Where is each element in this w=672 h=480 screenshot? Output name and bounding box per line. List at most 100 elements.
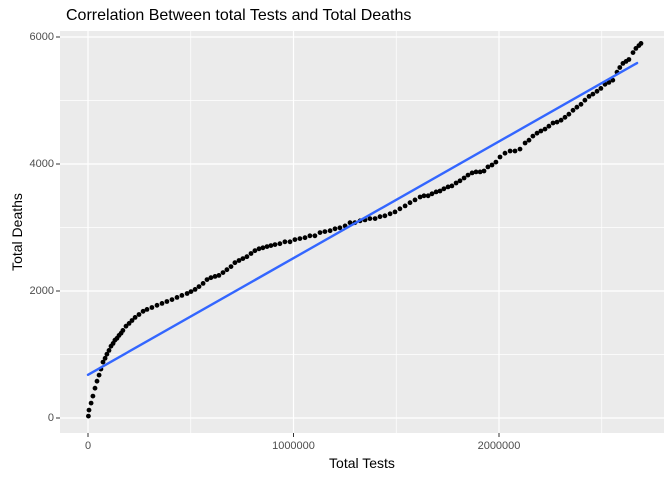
scatter-point [272, 242, 278, 248]
scatter-point [192, 287, 198, 292]
scatter-point [457, 178, 463, 184]
scatter-point [240, 256, 246, 261]
scatter-point [638, 41, 644, 46]
scatter-point [188, 289, 194, 294]
scatter-point [347, 220, 353, 226]
scatter-point [287, 239, 293, 245]
scatter-point [570, 107, 576, 113]
scatter-point [382, 213, 388, 219]
scatter-point [154, 302, 160, 308]
scatter-point [412, 197, 418, 203]
scatter-point [136, 312, 142, 317]
scatter-point [586, 94, 592, 99]
scatter-point [106, 348, 112, 353]
scatter-point [582, 97, 588, 103]
scatter-point [481, 168, 487, 174]
scatter-point [88, 400, 94, 406]
scatter-point [402, 203, 408, 209]
scatter-point [216, 273, 222, 278]
scatter-point [337, 225, 343, 231]
scatter-point [473, 169, 479, 175]
y-tick-label: 0 [47, 412, 54, 424]
scatter-point [489, 162, 495, 168]
scatter-point [477, 169, 483, 175]
scatter-point [204, 277, 210, 282]
scatter-point [449, 183, 455, 189]
scatter-point [617, 65, 623, 70]
scatter-point [445, 184, 451, 190]
scatter-point [377, 214, 383, 220]
scatter-point [252, 248, 258, 254]
scatter-point [332, 226, 338, 232]
scatter-point [184, 291, 190, 296]
scatter-point [417, 194, 423, 200]
scatter-point [407, 200, 413, 206]
scatter-point [264, 244, 270, 250]
scatter-point [534, 130, 540, 136]
scatter-point [312, 233, 318, 239]
x-tick-label: 1000000 [272, 440, 315, 452]
scatter-point [159, 301, 165, 306]
scatter-point [538, 128, 544, 134]
scatter-point [100, 359, 106, 365]
scatter-point [574, 104, 580, 110]
scatter-point [94, 378, 100, 384]
scatter-point [493, 159, 499, 165]
scatter-point [260, 245, 266, 251]
scatter-point [507, 148, 513, 154]
scatter-point [554, 119, 560, 125]
scatter-point [387, 211, 393, 217]
scatter-point [228, 264, 234, 269]
y-tick-label: 2000 [29, 285, 54, 297]
scatter-point [433, 189, 439, 195]
scatter-point [248, 251, 254, 256]
x-tick-label: 2000000 [477, 440, 521, 452]
x-tick-label: 0 [84, 440, 92, 452]
scatter-point [126, 321, 132, 326]
scatter-point [256, 246, 262, 252]
scatter-point [90, 393, 96, 399]
scatter-point [421, 193, 427, 199]
scatter-point [322, 229, 328, 235]
scatter-point [590, 91, 596, 97]
scatter-point [542, 126, 548, 132]
scatter-point [633, 46, 639, 51]
scatter-point [174, 295, 180, 300]
scatter-point [517, 146, 523, 152]
scatter-point [429, 191, 435, 197]
scatter-point [169, 297, 175, 302]
scatter-point [512, 148, 518, 154]
scatter-point [526, 137, 532, 143]
scatter-point [212, 274, 218, 279]
scatter-point [140, 308, 146, 314]
scatter-point [179, 293, 185, 298]
scatter-point [307, 233, 313, 239]
scatter-point [196, 284, 202, 289]
scatter-point [236, 258, 242, 263]
scatter-point [120, 328, 126, 333]
scatter-point [606, 80, 612, 85]
scatter-point [530, 133, 536, 139]
scatter-point [367, 216, 373, 222]
scatter-point [302, 235, 308, 241]
scatter-point [453, 180, 459, 186]
scatter-point [144, 307, 150, 312]
scatter-point [164, 299, 170, 304]
scatter-point [626, 57, 632, 62]
scatter-point [469, 170, 475, 176]
y-tick-label: 4000 [29, 158, 54, 170]
scatter-point [86, 413, 91, 419]
scatter-point [578, 101, 584, 107]
scatter-point [465, 172, 471, 178]
scatter-point [220, 270, 226, 275]
scatter-point [437, 188, 443, 194]
scatter-point [562, 114, 568, 120]
scatter-point [129, 318, 135, 323]
scatter-point [550, 120, 556, 126]
scatter-point [497, 154, 503, 160]
scatter-point [297, 236, 303, 242]
chart-title: Correlation Between total Tests and Tota… [66, 7, 412, 24]
scatter-point [594, 88, 600, 94]
